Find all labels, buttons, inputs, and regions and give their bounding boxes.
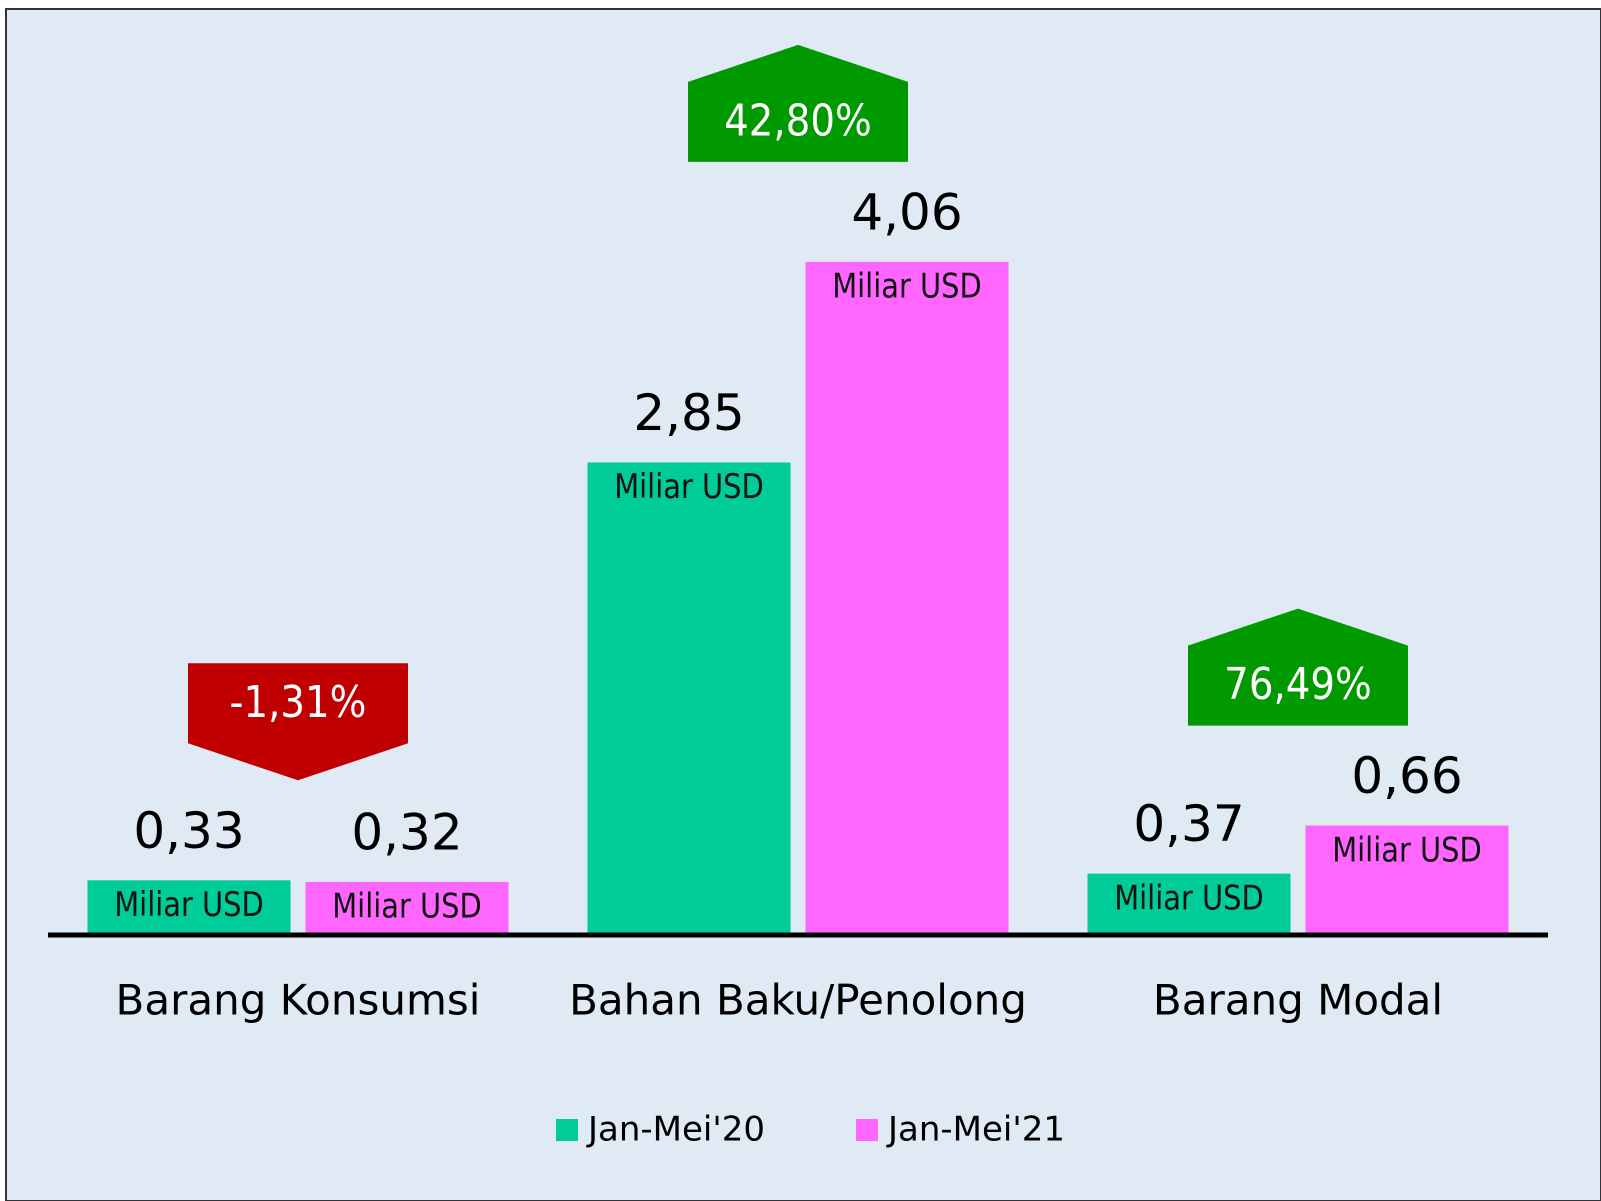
value-label: 0,66 xyxy=(1351,747,1462,805)
background xyxy=(5,8,1601,1201)
change-badge xyxy=(1188,608,1408,726)
value-label: 4,06 xyxy=(851,183,962,241)
legend-label: Jan-Mei'20 xyxy=(586,1110,765,1150)
value-label: 0,37 xyxy=(1133,795,1244,853)
bar-unit-label: Miliar USD xyxy=(832,267,982,306)
bar-unit-label: Miliar USD xyxy=(1114,879,1264,918)
bar-unit-label: Miliar USD xyxy=(332,887,482,926)
change-label: 76,49% xyxy=(1224,659,1372,710)
bar xyxy=(1087,873,1291,935)
bar xyxy=(805,261,1009,935)
x-tick-label: Bahan Baku/Penolong xyxy=(569,976,1027,1025)
bar xyxy=(87,880,291,935)
bar xyxy=(1305,825,1509,935)
legend-label: Jan-Mei'21 xyxy=(886,1110,1065,1150)
legend-swatch xyxy=(556,1119,578,1141)
bar xyxy=(587,462,791,935)
bar-unit-label: Miliar USD xyxy=(114,886,264,925)
change-label: 42,80% xyxy=(724,95,872,146)
bar-unit-label: Miliar USD xyxy=(1332,831,1482,870)
change-label: -1,31% xyxy=(230,677,367,728)
value-label: 0,32 xyxy=(351,803,462,861)
x-tick-label: Barang Modal xyxy=(1153,976,1443,1025)
bar-unit-label: Miliar USD xyxy=(614,468,764,507)
change-badge xyxy=(188,663,408,781)
value-label: 0,33 xyxy=(133,802,244,860)
change-badge xyxy=(688,44,908,162)
x-tick-label: Barang Konsumsi xyxy=(116,976,481,1025)
bar xyxy=(305,881,509,935)
value-label: 2,85 xyxy=(633,384,744,442)
legend-swatch xyxy=(856,1119,878,1141)
